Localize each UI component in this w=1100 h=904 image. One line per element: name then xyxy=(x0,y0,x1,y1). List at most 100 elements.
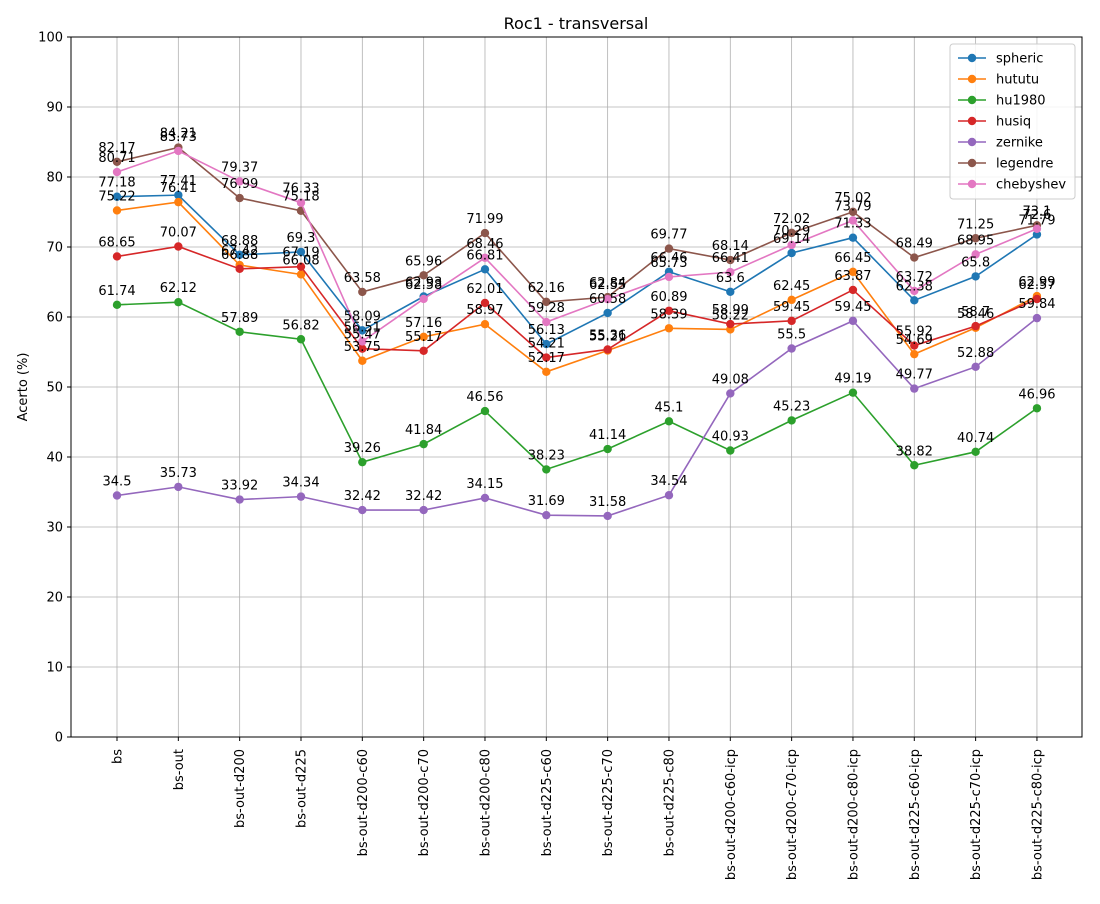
legend-marker xyxy=(967,95,977,105)
data-label-husiq: 68.65 xyxy=(98,235,135,250)
data-point-hu1980 xyxy=(296,335,306,344)
data-label-chebyshev: 83.73 xyxy=(160,130,197,145)
data-label-hututu: 58.46 xyxy=(957,307,994,322)
data-point-legendre xyxy=(112,157,122,167)
data-point-legendre xyxy=(480,228,490,238)
data-point-chebyshev xyxy=(971,250,980,259)
data-label-spheric: 68.88 xyxy=(221,234,258,249)
data-point-chebyshev xyxy=(910,286,919,296)
data-label-zernike: 34.15 xyxy=(466,477,503,492)
data-label-hu1980: 61.74 xyxy=(98,284,135,299)
data-point-hututu xyxy=(174,197,183,207)
data-label-hututu: 58.97 xyxy=(466,303,503,318)
data-point-chebyshev xyxy=(358,337,367,346)
data-point-zernike xyxy=(910,384,919,393)
data-point-chebyshev xyxy=(235,177,244,186)
y-tick-label: 50 xyxy=(46,381,63,396)
data-point-hu1980 xyxy=(112,300,122,310)
data-label-husiq: 62.01 xyxy=(466,282,503,297)
data-label-chebyshev: 59.28 xyxy=(528,301,565,316)
x-tick-label: bs-out-d225-c80 xyxy=(662,749,677,856)
data-label-hu1980: 46.56 xyxy=(466,390,503,405)
y-tick-label: 90 xyxy=(46,101,63,116)
data-label-husiq: 55.17 xyxy=(405,330,442,345)
data-label-hututu: 66.45 xyxy=(834,251,871,266)
data-label-spheric: 62.93 xyxy=(405,275,442,290)
data-label-husiq: 70.07 xyxy=(160,226,197,241)
series-hu1980 xyxy=(112,297,1042,474)
data-point-husiq xyxy=(848,285,858,295)
series-line-hu1980 xyxy=(116,301,1038,471)
data-point-husiq xyxy=(480,298,490,308)
data-label-hu1980: 49.19 xyxy=(834,372,871,387)
data-point-zernike xyxy=(971,362,980,372)
legend-item-hu1980: hu1980 xyxy=(958,94,1046,109)
data-label-zernike: 55.5 xyxy=(777,328,806,343)
data-point-zernike xyxy=(358,505,367,515)
legend-marker xyxy=(967,179,977,189)
data-point-chebyshev xyxy=(787,240,796,250)
data-point-husiq xyxy=(910,341,919,350)
legend-label: hu1980 xyxy=(996,94,1046,109)
data-label-legendre: 69.77 xyxy=(650,228,687,243)
x-tick-label: bs-out-d200-c80 xyxy=(478,749,493,856)
data-point-zernike xyxy=(603,511,612,521)
data-point-zernike xyxy=(112,491,122,500)
data-label-legendre: 71.99 xyxy=(466,212,503,227)
data-point-hu1980 xyxy=(787,416,796,425)
legend-item-spheric: spheric xyxy=(958,52,1043,67)
data-point-spheric xyxy=(358,326,367,335)
data-label-spheric: 69.3 xyxy=(287,231,316,246)
data-label-legendre: 84.21 xyxy=(160,127,197,142)
data-label-husiq: 55.92 xyxy=(896,325,933,340)
data-label-chebyshev: 62.58 xyxy=(405,278,442,293)
data-label-chebyshev: 72.6 xyxy=(1022,208,1051,223)
data-point-husiq xyxy=(112,252,122,261)
data-label-legendre: 62.16 xyxy=(528,281,565,296)
y-tick-label: 100 xyxy=(38,31,63,46)
x-tick-label: bs-out-d200-c80-icp xyxy=(846,749,861,880)
data-label-legendre: 73.1 xyxy=(1022,204,1051,219)
data-label-husiq: 66.88 xyxy=(221,248,258,263)
data-label-hututu: 58.39 xyxy=(650,307,687,322)
series-line-husiq xyxy=(116,245,1038,359)
data-point-spheric xyxy=(542,339,551,349)
data-point-husiq xyxy=(726,319,735,329)
data-label-spheric: 56.13 xyxy=(528,323,565,338)
data-point-spheric xyxy=(971,272,980,281)
data-point-spheric xyxy=(296,247,306,257)
data-point-hututu xyxy=(848,267,858,277)
data-label-legendre: 72.02 xyxy=(773,212,810,227)
data-label-spheric: 60.58 xyxy=(589,292,626,307)
legend-marker xyxy=(967,158,977,168)
data-point-hututu xyxy=(542,367,551,377)
data-label-zernike: 32.42 xyxy=(344,489,381,504)
data-point-chebyshev xyxy=(296,198,306,207)
data-point-legendre xyxy=(726,255,735,265)
x-tick-label: bs-out-d225 xyxy=(294,749,309,828)
data-label-legendre: 68.14 xyxy=(712,239,749,254)
data-point-zernike xyxy=(419,505,428,515)
data-label-hututu: 67.42 xyxy=(221,244,258,259)
legend-marker xyxy=(967,137,977,147)
legend-label: husiq xyxy=(996,115,1031,130)
x-tick-label: bs-out-d225-c60-icp xyxy=(908,749,923,880)
series-legendre xyxy=(112,143,1042,307)
data-point-husiq xyxy=(664,306,674,315)
data-label-spheric: 69.14 xyxy=(773,232,810,247)
data-label-zernike: 52.88 xyxy=(957,346,994,361)
data-point-hu1980 xyxy=(174,297,183,307)
data-label-zernike: 35.73 xyxy=(160,466,197,481)
data-point-husiq xyxy=(787,316,796,326)
data-label-hu1980: 57.89 xyxy=(221,311,258,326)
data-label-chebyshev: 56.51 xyxy=(344,320,381,335)
data-label-spheric: 63.6 xyxy=(716,271,745,286)
data-point-spheric xyxy=(910,296,919,305)
data-point-husiq xyxy=(235,264,244,274)
data-point-spheric xyxy=(603,308,612,318)
data-point-husiq xyxy=(296,262,306,271)
data-point-hu1980 xyxy=(726,446,735,455)
data-point-chebyshev xyxy=(112,167,122,177)
data-point-chebyshev xyxy=(664,272,674,282)
series-line-chebyshev xyxy=(116,150,1038,343)
